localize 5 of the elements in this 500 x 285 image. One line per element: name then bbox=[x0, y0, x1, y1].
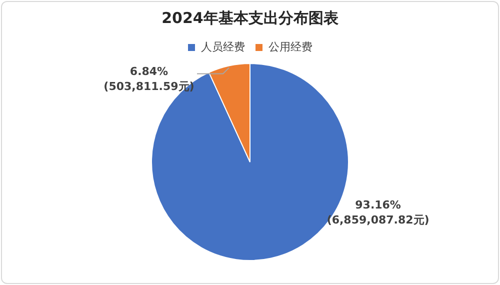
chart-title: 2024年基本支出分布图表 bbox=[162, 8, 340, 27]
data-label: 6.84% (503,811.59元) bbox=[104, 65, 194, 94]
data-label: 93.16% (6,859,087.82元) bbox=[326, 198, 430, 227]
legend-label: 人员经费 bbox=[201, 40, 245, 54]
legend-label: 公用经费 bbox=[268, 40, 312, 54]
